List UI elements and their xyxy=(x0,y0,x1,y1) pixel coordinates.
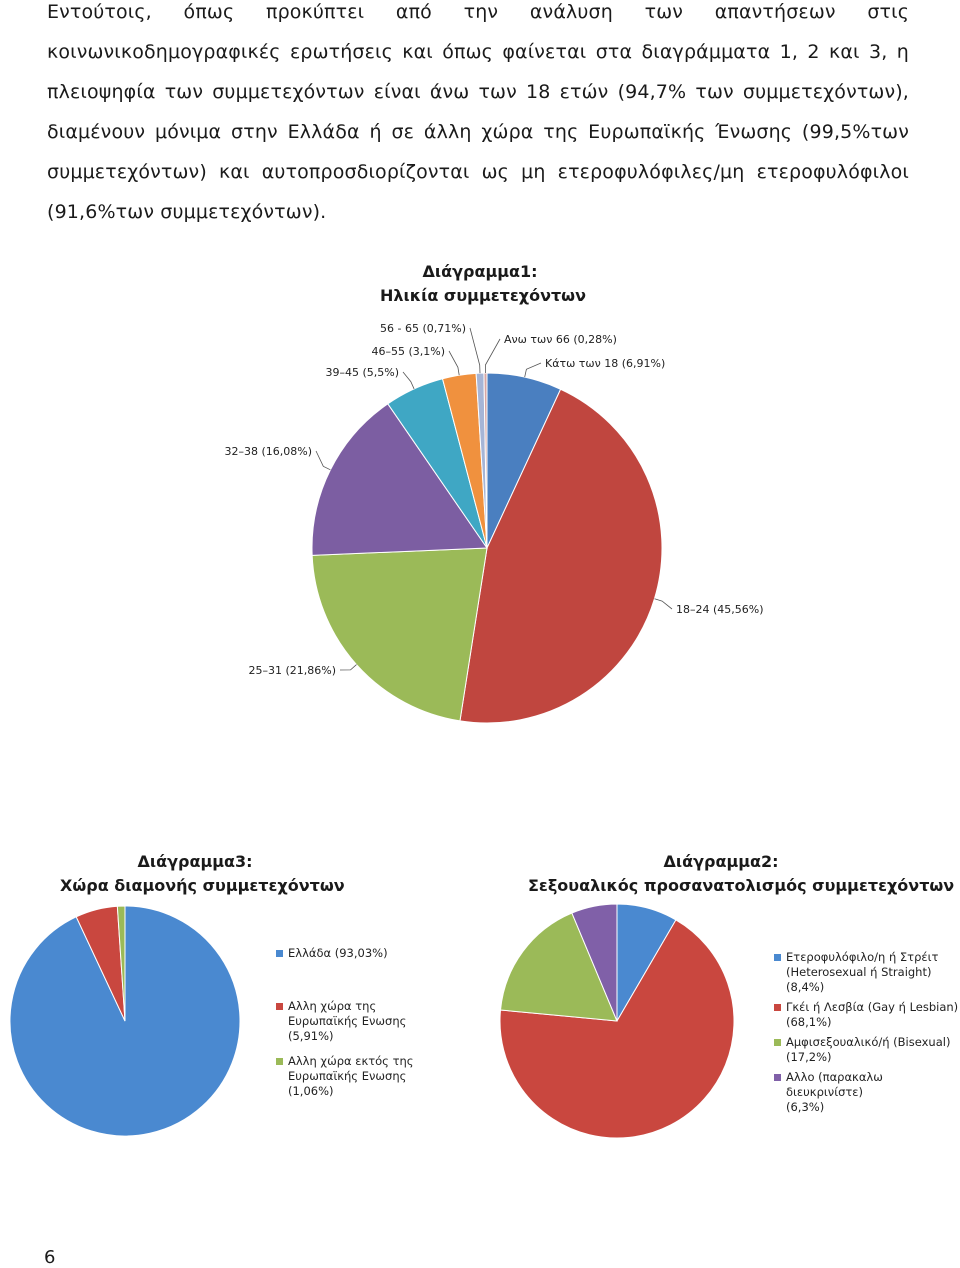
legend-item: Αμφισεξουαλικό/ή (Bisexual) (17,2%) xyxy=(774,1035,960,1065)
chart1-label-7: Ανω των 66 (0,28%) xyxy=(504,333,617,346)
chart1-label-1: 18–24 (45,56%) xyxy=(676,603,764,616)
chart1-label-5: 46–55 (3,1%) xyxy=(371,345,445,358)
chart1-subtitle: Ηλικία συμμετεχόντων xyxy=(380,286,586,305)
chart3-title: Διάγραμμα3: Χώρα διαμονής συμμετεχόντων xyxy=(60,850,345,898)
legend-item: Αλλο (παρακαλω διευκρινίστε) (6,3%) xyxy=(774,1070,960,1115)
legend-swatch xyxy=(276,1003,283,1010)
chart1-title-line: Διάγραμμα1: xyxy=(422,262,538,281)
legend-swatch xyxy=(276,1058,283,1065)
chart1-leader-5 xyxy=(448,350,460,376)
chart2-slice-2 xyxy=(499,912,618,1022)
legend-item: Αλλη χώρα της Ευρωπαϊκής Ενωσης (5,91%) xyxy=(276,999,436,1044)
chart3-title-line: Διάγραμμα3: xyxy=(137,852,253,871)
chart1-slice-3 xyxy=(311,403,488,556)
chart1-label-2: 25–31 (21,86%) xyxy=(248,664,336,677)
chart2-title: Διάγραμμα2: Σεξουαλικός προσανατολισμός … xyxy=(528,850,955,898)
legend-label: Γκέι ή Λεσβία (Gay ή Lesbian) (68,1%) xyxy=(786,1000,959,1029)
body-paragraph: Εντούτοις, όπως προκύπτει από την ανάλυσ… xyxy=(47,1,909,223)
chart3-subtitle: Χώρα διαμονής συμμετεχόντων xyxy=(60,876,345,895)
legend-label: Αλλο (παρακαλω διευκρινίστε) (6,3%) xyxy=(786,1070,883,1114)
chart1-label-3: 32–38 (16,08%) xyxy=(224,445,312,458)
page-number: 6 xyxy=(44,1247,56,1268)
chart1-title: Διάγραμμα1: Ηλικία συμμετεχόντων xyxy=(380,260,586,308)
chart1-leader-4 xyxy=(402,371,415,390)
chart2-slice-1 xyxy=(499,919,735,1139)
chart1-label-6: 56 - 65 (0,71%) xyxy=(380,322,466,335)
legend-label: Αλλη χώρα εκτός της Ευρωπαϊκής Ενωσης (1… xyxy=(288,1054,414,1098)
chart1-leader-2 xyxy=(339,664,357,671)
chart2-subtitle: Σεξουαλικός προσανατολισμός συμμετεχόντω… xyxy=(528,876,955,895)
chart2-legend: Ετεροφυλόφιλο/η ή Στρέιτ (Heterosexual ή… xyxy=(774,950,960,1120)
chart3-legend: Ελλάδα (93,03%) Αλλη χώρα της Ευρωπαϊκής … xyxy=(276,946,436,1104)
legend-label: Ετεροφυλόφιλο/η ή Στρέιτ (Heterosexual ή… xyxy=(786,950,939,994)
legend-item: Αλλη χώρα εκτός της Ευρωπαϊκής Ενωσης (1… xyxy=(276,1054,436,1099)
legend-swatch xyxy=(276,950,283,957)
legend-label: Ελλάδα (93,03%) xyxy=(288,946,388,960)
legend-swatch xyxy=(774,1004,781,1011)
chart1-slice-1 xyxy=(459,388,663,724)
chart1-leader-3 xyxy=(315,450,331,471)
chart1-slice-2 xyxy=(311,547,488,722)
chart1-leader-7 xyxy=(484,338,501,374)
chart1-leader-1 xyxy=(654,598,673,610)
chart2-slice-3 xyxy=(571,903,618,1022)
legend-item: Ετεροφυλόφιλο/η ή Στρέιτ (Heterosexual ή… xyxy=(774,950,960,995)
legend-item: Γκέι ή Λεσβία (Gay ή Lesbian) (68,1%) xyxy=(774,1000,960,1030)
legend-label: Αμφισεξουαλικό/ή (Bisexual) (17,2%) xyxy=(786,1035,951,1064)
chart1-slice-7 xyxy=(483,372,488,549)
chart1-label-4: 39–45 (5,5%) xyxy=(325,366,399,379)
chart3-slice-2 xyxy=(116,905,126,1022)
legend-swatch xyxy=(774,954,781,961)
legend-item: Ελλάδα (93,03%) xyxy=(276,946,436,961)
legend-label: Αλλη χώρα της Ευρωπαϊκής Ενωσης (5,91%) xyxy=(288,999,407,1043)
chart1-leader-0 xyxy=(524,362,542,378)
chart1-label-0: Κάτω των 18 (6,91%) xyxy=(545,357,665,370)
legend-swatch xyxy=(774,1074,781,1081)
chart1-leader-6 xyxy=(469,327,481,374)
chart2-title-line: Διάγραμμα2: xyxy=(663,852,779,871)
legend-swatch xyxy=(774,1039,781,1046)
